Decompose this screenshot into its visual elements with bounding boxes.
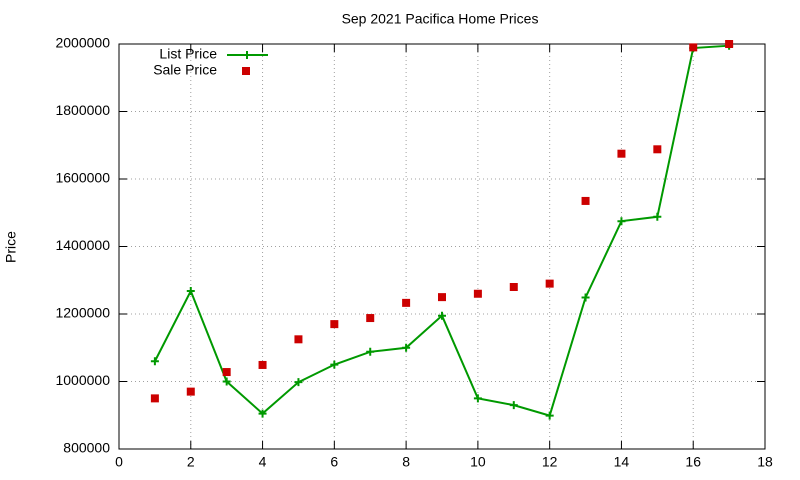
point xyxy=(725,40,734,48)
y-tick-label: 800000 xyxy=(63,440,110,456)
point xyxy=(366,314,375,323)
point xyxy=(258,360,267,369)
x-tick-label: 16 xyxy=(685,454,701,470)
point xyxy=(617,149,626,158)
legend-marker xyxy=(243,51,251,59)
point xyxy=(545,279,554,288)
x-tick-label: 14 xyxy=(614,454,630,470)
y-tick-label: 1400000 xyxy=(55,237,110,253)
point xyxy=(653,145,662,154)
y-axis-label: Price xyxy=(3,231,19,263)
point xyxy=(330,320,339,329)
point xyxy=(402,343,411,352)
point xyxy=(689,43,698,52)
point xyxy=(186,387,195,396)
point xyxy=(402,298,411,307)
point xyxy=(545,411,554,420)
y-tick-label: 1800000 xyxy=(55,102,110,118)
x-tick-label: 18 xyxy=(757,454,773,470)
x-tick-label: 10 xyxy=(470,454,486,470)
point xyxy=(617,217,626,226)
point xyxy=(186,287,195,296)
point xyxy=(366,347,375,356)
point xyxy=(294,378,303,387)
x-tick-label: 8 xyxy=(402,454,410,470)
legend-label: List Price xyxy=(159,46,217,62)
point xyxy=(438,311,446,320)
y-tick-label: 1200000 xyxy=(55,305,110,321)
point xyxy=(653,212,662,221)
y-tick-label: 1600000 xyxy=(55,170,110,186)
x-tick-label: 2 xyxy=(187,454,195,470)
plot-frame xyxy=(118,43,766,450)
point xyxy=(438,293,446,302)
point xyxy=(330,360,339,369)
x-tick-label: 6 xyxy=(330,454,338,470)
x-tick-label: 4 xyxy=(259,454,267,470)
point xyxy=(473,289,482,298)
series-line xyxy=(153,44,730,417)
point xyxy=(150,357,159,366)
legend-marker xyxy=(242,67,250,75)
chart-title: Sep 2021 Pacifica Home Prices xyxy=(342,11,539,27)
point xyxy=(150,394,159,403)
legend-label: Sale Price xyxy=(153,62,217,78)
y-tick-label: 1000000 xyxy=(55,372,110,388)
point xyxy=(473,394,482,403)
x-tick-label: 12 xyxy=(542,454,558,470)
x-tick-label: 0 xyxy=(115,454,123,470)
point xyxy=(509,401,518,410)
y-tick-label: 2000000 xyxy=(55,35,110,51)
point xyxy=(581,293,590,302)
point xyxy=(222,377,231,386)
point xyxy=(294,335,303,344)
point xyxy=(581,196,590,205)
point xyxy=(222,368,231,377)
point xyxy=(258,409,267,418)
point xyxy=(509,283,518,291)
